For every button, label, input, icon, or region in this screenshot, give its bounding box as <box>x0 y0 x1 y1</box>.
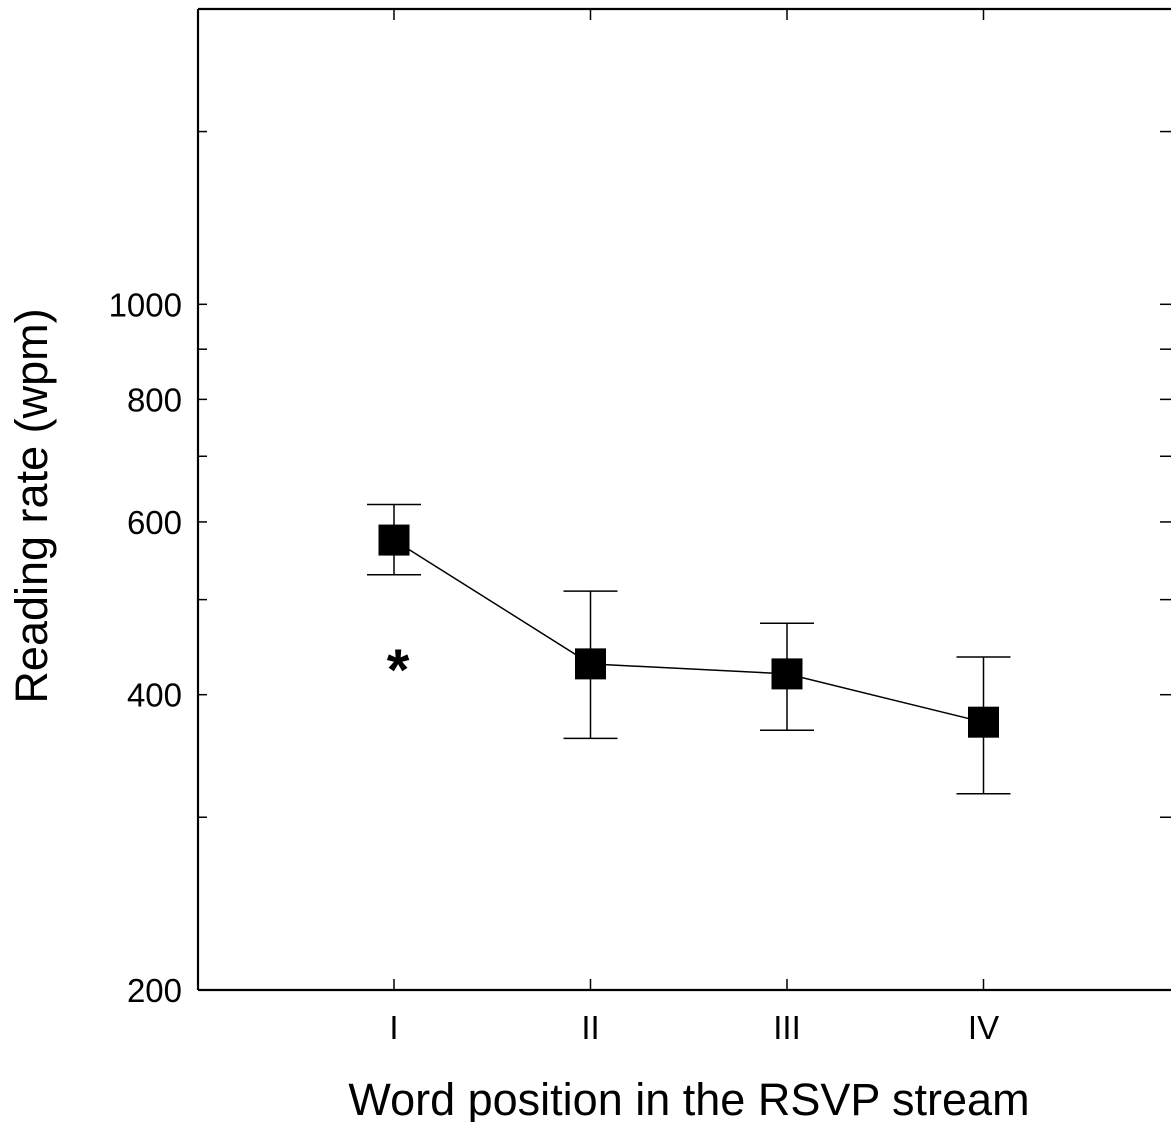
series-line <box>393 539 984 723</box>
y-axis: 200 400 600 800 1000 <box>109 130 1171 1009</box>
y-tick-label: 200 <box>127 972 182 1009</box>
x-axis: I II III IV <box>389 9 999 1046</box>
data-point <box>968 706 999 738</box>
y-tick-label: 400 <box>127 677 182 714</box>
plot-frame <box>196 7 1171 992</box>
y-tick-label: 600 <box>127 504 182 541</box>
x-tick-label: IV <box>968 1009 999 1046</box>
y-tick-label: 1000 <box>109 286 182 323</box>
y-axis-title: Reading rate (wpm) <box>6 308 57 703</box>
significance-asterisk: * <box>387 638 410 703</box>
y-tick-label: 800 <box>127 381 182 418</box>
data-point <box>378 524 410 556</box>
series-layer: * <box>367 503 1011 795</box>
data-point <box>575 648 606 680</box>
x-tick-label: II <box>581 1009 599 1046</box>
data-point <box>771 658 803 690</box>
x-tick-label: I <box>389 1009 398 1046</box>
x-axis-title: Word position in the RSVP stream <box>348 1074 1029 1122</box>
x-tick-label: III <box>773 1009 801 1046</box>
